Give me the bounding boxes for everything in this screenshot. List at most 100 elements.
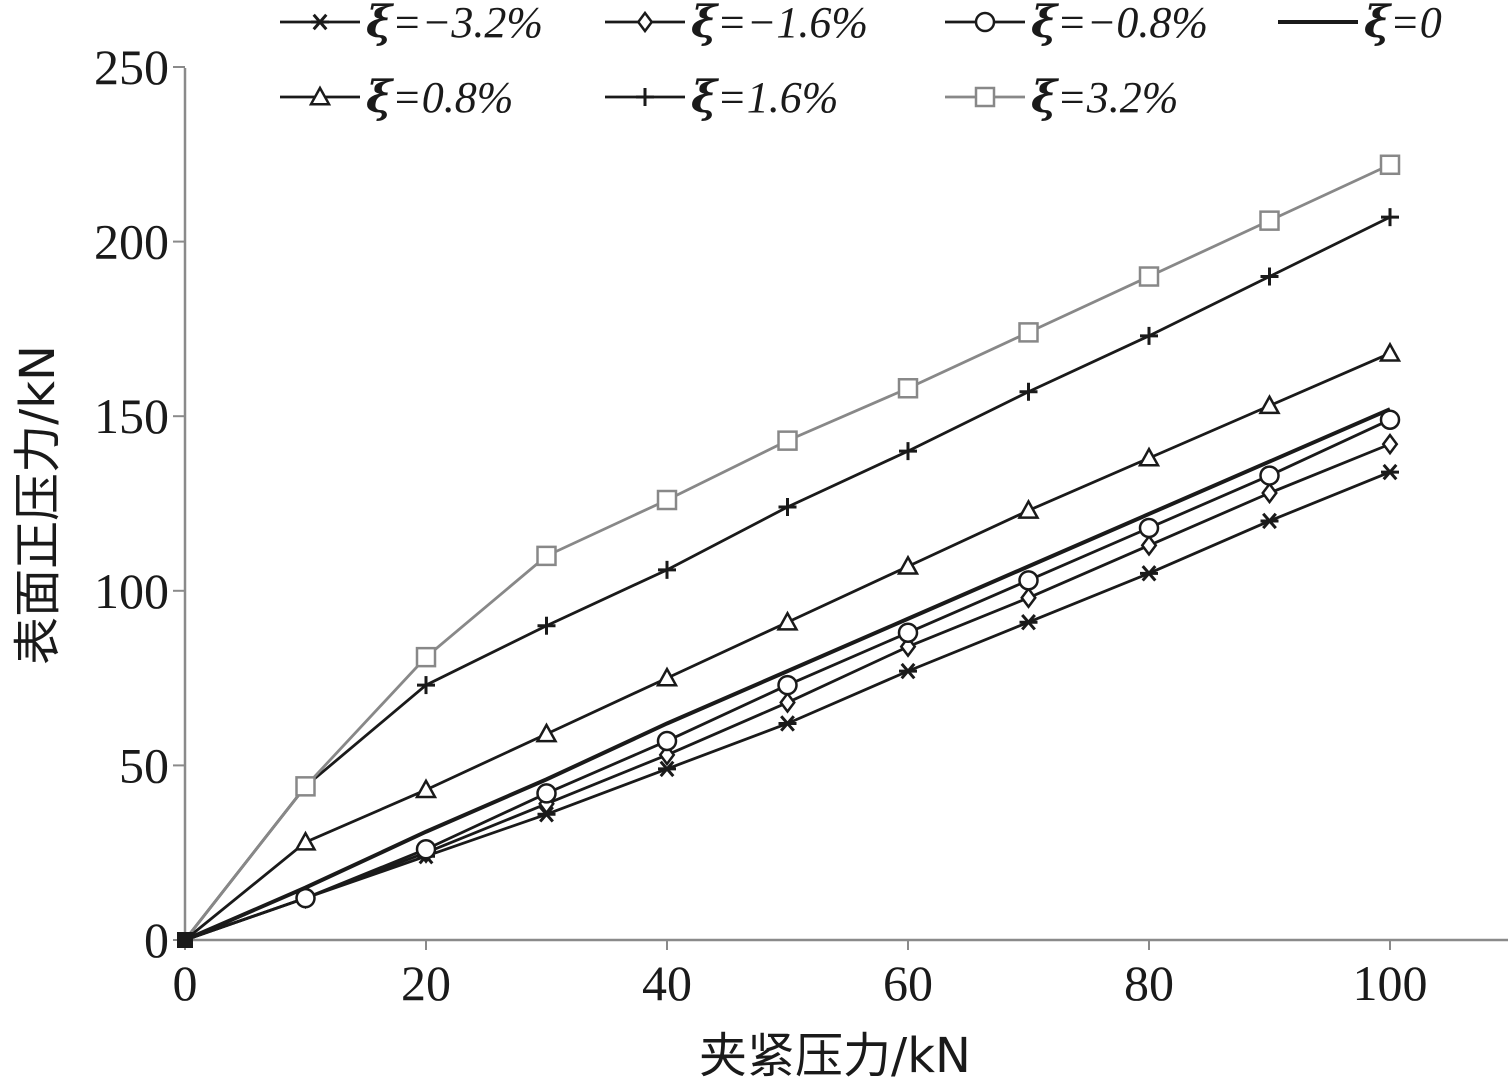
tick-labels: 0 20 40 60 80 100 0 50 100 150 200 250 bbox=[94, 39, 1428, 1011]
data-point bbox=[1259, 465, 1280, 486]
y-axis-label: 表面正压力/kN bbox=[10, 345, 66, 665]
data-point bbox=[658, 560, 676, 579]
x-tick-label: 80 bbox=[1124, 955, 1174, 1011]
y-tick-label: 50 bbox=[119, 737, 169, 793]
y-tick-label: 200 bbox=[94, 214, 169, 270]
data-point bbox=[1259, 210, 1280, 231]
x-tick-label: 40 bbox=[642, 955, 692, 1011]
axes bbox=[173, 66, 1508, 950]
legend-symbol: ξ bbox=[366, 0, 394, 48]
data-point bbox=[899, 662, 917, 680]
data-point bbox=[778, 497, 797, 516]
data-point bbox=[1378, 341, 1402, 362]
x-tick-label: 20 bbox=[401, 955, 451, 1011]
y-tick-label: 250 bbox=[94, 39, 169, 95]
data-point bbox=[1379, 154, 1401, 176]
series-line bbox=[183, 215, 1391, 941]
data-point bbox=[295, 776, 316, 797]
legend-marker bbox=[311, 13, 329, 31]
data-point bbox=[1018, 322, 1039, 343]
data-point bbox=[294, 830, 317, 851]
legend-symbol: ξ bbox=[1031, 72, 1059, 123]
data-point bbox=[778, 715, 797, 732]
data-point bbox=[899, 442, 917, 461]
data-point bbox=[537, 616, 556, 635]
data-point bbox=[1140, 534, 1158, 557]
series-group bbox=[177, 154, 1402, 948]
legend-item: ξ =0 bbox=[1278, 0, 1442, 48]
x-axis-label: 夹紧压力/kN bbox=[699, 1028, 971, 1083]
data-point bbox=[776, 610, 799, 631]
data-point bbox=[1260, 512, 1279, 530]
legend-item: ξ =0.8% bbox=[280, 72, 513, 123]
data-point bbox=[415, 646, 437, 668]
data-point bbox=[777, 674, 798, 696]
legend-marker bbox=[636, 88, 654, 106]
data-point bbox=[535, 722, 558, 743]
legend-symbol: ξ bbox=[1364, 0, 1392, 48]
data-point bbox=[1138, 517, 1160, 539]
data-point bbox=[1019, 614, 1038, 631]
data-point bbox=[777, 430, 798, 451]
data-point bbox=[1140, 565, 1158, 582]
series-3 bbox=[184, 407, 1391, 942]
data-point bbox=[1138, 266, 1160, 287]
legend-symbol: ξ bbox=[691, 72, 719, 123]
legend-item: ξ =−0.8% bbox=[945, 0, 1208, 48]
y-tick-label: 100 bbox=[94, 563, 169, 619]
data-point bbox=[1261, 481, 1278, 505]
data-point bbox=[536, 545, 557, 567]
x-tick-label: 60 bbox=[883, 955, 933, 1011]
data-point bbox=[1019, 382, 1038, 401]
data-point bbox=[1140, 326, 1158, 345]
data-point bbox=[1137, 446, 1161, 467]
legend-label: =0.8% bbox=[392, 73, 513, 122]
legend-item: ξ =−3.2% bbox=[280, 0, 543, 48]
series-5 bbox=[183, 208, 1399, 941]
legend-marker bbox=[636, 10, 654, 34]
origin-point bbox=[177, 932, 193, 948]
data-point bbox=[897, 622, 919, 643]
legend-label: =−1.6% bbox=[717, 0, 868, 47]
legend-label: =0 bbox=[1390, 0, 1442, 47]
data-point bbox=[536, 783, 557, 804]
data-point bbox=[896, 554, 920, 575]
data-point bbox=[1018, 570, 1039, 591]
legend-label: =−0.8% bbox=[1057, 0, 1208, 47]
series-line bbox=[184, 407, 1391, 942]
data-point bbox=[1258, 394, 1281, 415]
data-point bbox=[415, 838, 437, 860]
legend-item: ξ =−1.6% bbox=[605, 0, 868, 48]
x-tick-label: 100 bbox=[1353, 955, 1428, 1011]
data-point bbox=[1017, 498, 1040, 519]
legend-label: =−3.2% bbox=[392, 0, 543, 47]
legend-item: ξ =1.6% bbox=[605, 72, 838, 123]
legend-marker bbox=[308, 85, 332, 106]
legend-symbol: ξ bbox=[1031, 0, 1059, 48]
legend-label: =1.6% bbox=[717, 73, 838, 122]
series-4 bbox=[184, 341, 1402, 942]
legend-label: =3.2% bbox=[1057, 73, 1178, 122]
legend: ξ =−3.2% ξ =−1.6% ξ =−0.8% ξ =0ξ =0.8% ξ =1.6% ξ =3.… bbox=[280, 0, 1442, 123]
data-point bbox=[1260, 267, 1279, 286]
data-point bbox=[655, 666, 679, 687]
data-point bbox=[1020, 586, 1037, 609]
y-tick-label: 0 bbox=[144, 912, 169, 968]
data-point bbox=[1381, 463, 1399, 481]
data-point bbox=[897, 378, 919, 399]
series-line bbox=[183, 163, 1391, 941]
data-point bbox=[779, 691, 796, 714]
data-point bbox=[1381, 433, 1399, 456]
y-tick-label: 150 bbox=[94, 388, 169, 444]
data-point bbox=[656, 730, 678, 752]
data-point bbox=[656, 489, 678, 511]
series-6 bbox=[183, 154, 1401, 941]
legend-symbol: ξ bbox=[691, 0, 719, 48]
legend-marker bbox=[974, 11, 996, 33]
data-point bbox=[414, 778, 438, 799]
legend-item: ξ =3.2% bbox=[945, 72, 1178, 123]
data-point bbox=[1381, 208, 1399, 227]
legend-marker bbox=[974, 86, 996, 108]
data-point bbox=[417, 676, 435, 695]
